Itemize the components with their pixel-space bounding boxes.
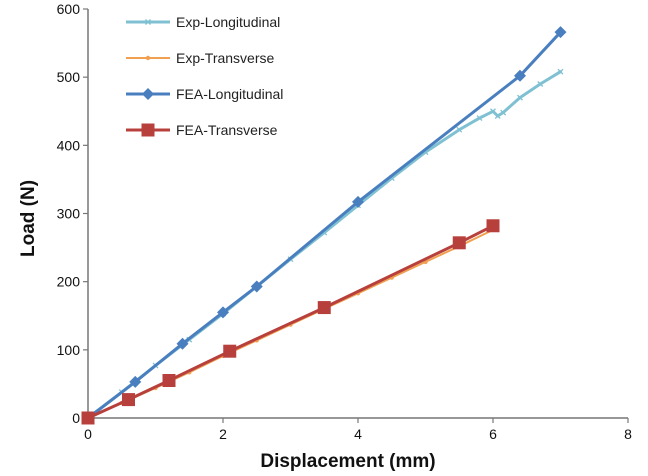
legend-swatch-marker [142, 88, 154, 100]
data-point [81, 411, 95, 425]
legend-swatch-marker [141, 123, 155, 137]
data-point [122, 393, 135, 407]
data-point [217, 306, 229, 319]
y-tick-label: 300 [57, 206, 81, 222]
y-tick-label: 200 [57, 274, 81, 290]
data-point [352, 195, 364, 208]
series-line [86, 70, 562, 420]
x-tick-label: 4 [354, 426, 362, 442]
legend-item: Exp-Transverse [126, 50, 275, 66]
legend-item: FEA-Longitudinal [126, 86, 283, 102]
x-tick-label: 8 [624, 426, 632, 442]
data-point [452, 236, 466, 250]
y-tick-label: 400 [57, 137, 81, 153]
x-tick-label: 0 [84, 426, 92, 442]
data-point [456, 126, 463, 133]
data-point [129, 375, 142, 388]
series-layer [81, 26, 567, 425]
series-fea-transverse [81, 219, 500, 425]
legend-label: FEA-Longitudinal [176, 86, 283, 102]
x-tick-label: 2 [219, 426, 227, 442]
y-tick-label: 600 [57, 1, 81, 17]
data-point [223, 344, 237, 358]
data-point [500, 109, 507, 116]
x-tick-label: 6 [489, 426, 497, 442]
legend: Exp-Longitudinal Exp-Transverse FEA-Longit… [126, 14, 283, 138]
data-point [490, 108, 496, 115]
legend-swatch-marker [145, 55, 151, 61]
legend-label: FEA-Transverse [176, 122, 278, 138]
legend-item: FEA-Transverse [126, 122, 278, 138]
legend-label: Exp-Transverse [176, 50, 275, 66]
y-tick-label: 0 [72, 410, 80, 426]
data-point [486, 219, 500, 233]
data-point [250, 280, 263, 293]
data-point [557, 68, 564, 75]
legend-label: Exp-Longitudinal [176, 14, 280, 30]
ticks: 0 2 4 6 8 0 100 200 300 400 500 600 [57, 1, 632, 442]
data-point [517, 94, 523, 101]
data-point [162, 374, 176, 388]
legend-item: Exp-Longitudinal [126, 14, 280, 30]
data-point [554, 26, 567, 39]
data-point [537, 81, 544, 87]
data-point [494, 113, 501, 119]
data-point [176, 337, 189, 350]
data-point [317, 301, 331, 315]
series-line [86, 30, 562, 420]
data-point [514, 69, 526, 82]
series-exp-longitudinal [85, 68, 564, 421]
y-tick-label: 500 [57, 69, 81, 85]
data-point [476, 115, 483, 122]
legend-swatch-marker [145, 19, 151, 25]
series-line [86, 224, 495, 420]
x-axis-title: Displacement (mm) [260, 451, 435, 472]
y-axis-title: Load (N) [18, 180, 39, 257]
y-tick-label: 100 [57, 342, 81, 358]
